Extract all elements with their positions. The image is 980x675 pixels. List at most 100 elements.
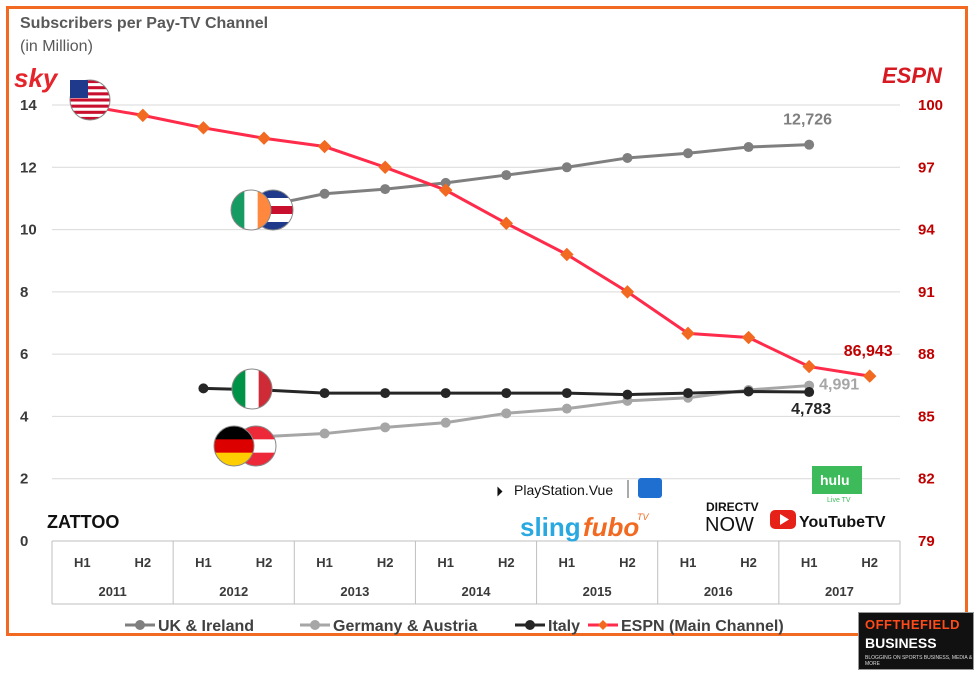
italy-flag-icon xyxy=(232,369,272,409)
data-point xyxy=(380,184,391,195)
data-point xyxy=(380,388,391,399)
x-half-label: H2 xyxy=(619,555,636,570)
us-flag-icon xyxy=(70,80,110,120)
data-point xyxy=(743,386,754,397)
left-axis-ticks: 0 2 4 6 8 10 12 14 xyxy=(20,97,37,550)
legend-label: Italy xyxy=(548,618,580,635)
left-tick-label: 2 xyxy=(20,471,28,488)
x-half-label: H1 xyxy=(437,555,454,570)
right-tick-label: 82 xyxy=(918,471,935,488)
data-point xyxy=(804,139,815,150)
data-point xyxy=(501,170,512,181)
playstation-vue-logo: ⏵ PlayStation.Vue xyxy=(496,478,662,499)
x-year-label: 2015 xyxy=(583,584,612,599)
data-point xyxy=(561,403,572,414)
data-point xyxy=(743,142,754,153)
x-half-label: H2 xyxy=(861,555,878,570)
uk-flag-icon xyxy=(253,190,293,230)
legend-label: Germany & Austria xyxy=(333,618,477,635)
series-uk-ireland xyxy=(259,139,815,212)
data-point xyxy=(561,162,572,173)
data-point xyxy=(317,139,332,154)
left-tick-label: 0 xyxy=(20,533,28,550)
end-label: 12,726 xyxy=(783,112,832,129)
series-line xyxy=(82,103,870,378)
series-line xyxy=(263,384,810,439)
sling-logo: sling xyxy=(520,512,581,542)
data-point xyxy=(620,285,635,299)
right-tick-label: 88 xyxy=(918,346,935,363)
left-tick-label: 10 xyxy=(20,222,37,239)
sky-logo: sky xyxy=(14,63,59,93)
germany-flag-icon xyxy=(214,426,254,466)
hulu-box xyxy=(812,466,862,494)
data-point xyxy=(560,247,574,262)
youtubetv-text: YouTubeTV xyxy=(799,514,886,531)
data-point xyxy=(622,152,633,163)
right-tick-label: 100 xyxy=(918,97,943,114)
chart-frame xyxy=(6,6,968,636)
end-label: 4,991 xyxy=(819,377,859,394)
series-line xyxy=(263,143,810,208)
playstation-icon: ⏵ xyxy=(496,483,503,499)
data-point xyxy=(440,177,451,188)
end-label: 4,783 xyxy=(791,401,831,418)
x-half-label: H1 xyxy=(680,555,697,570)
right-tick-label: 94 xyxy=(918,222,935,239)
x-year-label: 2012 xyxy=(219,584,248,599)
right-tick-label: 97 xyxy=(918,159,935,176)
x-year-label: 2016 xyxy=(704,584,733,599)
data-point xyxy=(440,417,451,428)
x-half-label: H1 xyxy=(74,555,91,570)
data-point xyxy=(683,388,693,399)
legend-swatch-marker xyxy=(310,620,320,630)
series-lines xyxy=(75,98,877,442)
badge-line3: BLOGGING ON SPORTS BUSINESS, MEDIA & MOR… xyxy=(865,655,973,667)
gridlines xyxy=(52,104,900,542)
left-tick-label: 12 xyxy=(20,159,37,176)
data-point xyxy=(440,388,451,399)
series-germany-austria xyxy=(259,380,815,442)
data-point xyxy=(319,188,330,199)
data-point xyxy=(380,422,391,433)
legend-swatch-marker xyxy=(598,620,608,630)
left-tick-label: 6 xyxy=(20,346,28,363)
badge-line2: BUSINESS xyxy=(865,635,937,651)
right-tick-label: 91 xyxy=(918,284,935,301)
x-year-label: 2014 xyxy=(462,584,492,599)
legend-swatch-marker xyxy=(135,620,145,630)
data-point xyxy=(802,359,816,374)
data-point xyxy=(863,369,877,383)
legend-label: UK & Ireland xyxy=(158,618,254,635)
flags xyxy=(69,79,294,467)
x-year-label: 2013 xyxy=(340,584,369,599)
data-point xyxy=(683,148,693,159)
series-italy xyxy=(198,383,815,400)
data-point xyxy=(501,408,512,419)
data-point xyxy=(804,387,815,398)
series-espn-main-channel- xyxy=(75,98,877,383)
directv-logo: DIRECTV xyxy=(706,500,759,514)
data-point xyxy=(561,388,572,399)
hulu-text: hulu xyxy=(820,472,850,488)
x-half-label: H2 xyxy=(498,555,515,570)
x-axis: H1 H2 H1 H2 H1 H2 H1 H2 H1 H2 H1 H2 H1 H2 2011 2012 2013… xyxy=(51,540,901,605)
fubo-tv-text: TV xyxy=(637,512,649,522)
data-point xyxy=(257,131,271,145)
us-flag-canton xyxy=(70,80,88,98)
left-tick-label: 8 xyxy=(20,284,28,301)
data-point xyxy=(501,388,512,399)
playstation-tv-icon xyxy=(638,478,662,498)
x-half-label: H1 xyxy=(801,555,818,570)
data-point xyxy=(622,389,633,400)
data-point xyxy=(319,428,330,439)
ireland-flag-icon xyxy=(231,190,271,230)
left-tick-label: 4 xyxy=(20,408,29,425)
data-point xyxy=(439,183,453,197)
youtubetv-logo: YouTubeTV xyxy=(770,510,886,531)
offthefield-business-badge: OFFTHEFIELD BUSINESS BLOGGING ON SPORTS … xyxy=(858,612,974,670)
x-year-label: 2017 xyxy=(825,584,854,599)
chart-subtitle: (in Million) xyxy=(20,38,93,55)
left-tick-label: 14 xyxy=(20,97,37,114)
